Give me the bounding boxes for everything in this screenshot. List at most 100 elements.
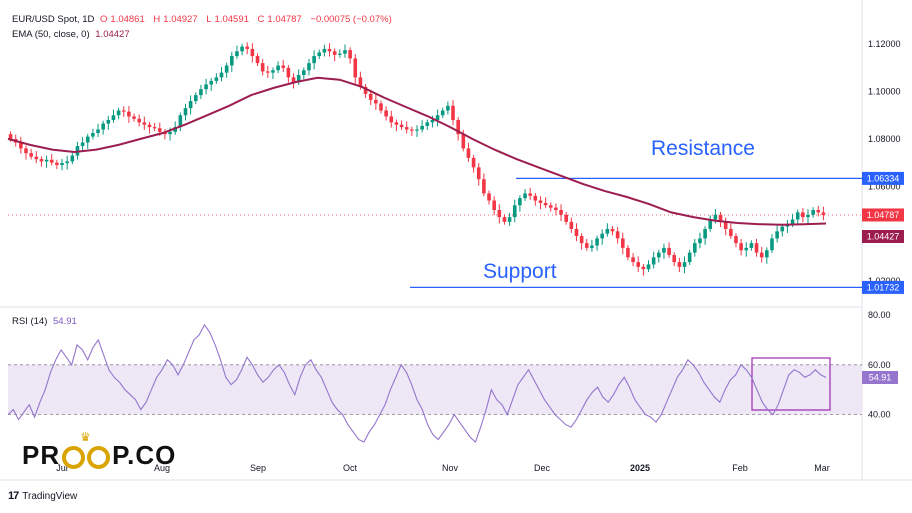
candle-body — [178, 115, 183, 128]
candle-body — [651, 257, 656, 265]
candle-body — [55, 162, 59, 165]
candle-body — [554, 207, 558, 210]
candle-body — [533, 195, 538, 201]
candle-body — [636, 262, 641, 267]
tradingview-logo-icon: 17 — [8, 490, 19, 502]
candle-body — [662, 247, 666, 253]
candle-body — [142, 122, 147, 125]
candle-body — [363, 86, 368, 94]
crown-icon: ♛ — [80, 430, 92, 444]
candle-body — [296, 75, 301, 83]
candle-body — [497, 210, 502, 218]
candle-body — [39, 159, 44, 162]
ema-badge: 1.04427 — [862, 230, 904, 243]
candle-body — [368, 93, 373, 100]
candle-body — [811, 210, 815, 215]
candle-body — [775, 231, 779, 239]
candle-body — [528, 193, 532, 196]
candle-body — [502, 217, 507, 222]
candle-body — [440, 110, 445, 116]
candle-body — [219, 72, 224, 78]
candle-body — [44, 159, 49, 162]
candle-body — [626, 247, 630, 258]
brand-logo: ♛ PR P.CO — [22, 430, 176, 471]
rsi-axis: 80.00 60.00 40.00 — [868, 310, 891, 420]
candle-body — [229, 56, 234, 66]
candle-body — [116, 110, 121, 116]
candle-body — [353, 58, 358, 78]
time-tick-label: Jul — [56, 463, 68, 473]
time-tick-label: Nov — [442, 463, 459, 473]
rsi-tick-label: 80.00 — [868, 310, 891, 320]
tradingview-attribution[interactable]: 17 TradingView — [8, 490, 77, 502]
price-tick-label: 1.08000 — [868, 134, 901, 144]
candles — [8, 42, 826, 276]
close-label: C — [257, 14, 265, 25]
candle-body — [70, 155, 75, 162]
time-tick-label: Feb — [732, 463, 748, 473]
candle-body — [235, 51, 239, 57]
candle-body — [157, 128, 162, 132]
price-tick-label: 1.10000 — [868, 87, 901, 97]
candle-body — [291, 77, 296, 83]
candle-body — [106, 120, 111, 124]
candle-body — [682, 262, 687, 267]
candle-body — [538, 200, 543, 203]
candle-body — [569, 221, 574, 229]
close-value: 1.04787 — [267, 14, 302, 25]
candle-body — [415, 129, 419, 131]
candle-body — [759, 252, 764, 258]
candle-body — [595, 238, 599, 246]
time-axis: Jul Aug Sep Oct Nov Dec 2025 Feb Mar — [56, 463, 830, 473]
candle-body — [476, 167, 481, 180]
time-tick-label: 2025 — [630, 463, 650, 473]
candle-body — [29, 153, 33, 157]
low-value: 1.04591 — [214, 14, 249, 25]
price-tick-label: 1.06000 — [868, 181, 901, 191]
candle-body — [806, 214, 810, 218]
candle-body — [147, 124, 152, 128]
candle-body — [729, 228, 733, 237]
candle-body — [374, 99, 378, 104]
candle-body — [723, 221, 728, 229]
candle-body — [471, 157, 476, 168]
high-label: H — [153, 14, 161, 25]
candle-body — [410, 129, 414, 131]
candle-body — [91, 133, 95, 137]
candle-body — [188, 101, 193, 109]
candle-body — [281, 65, 286, 68]
candle-body — [80, 142, 85, 147]
candle-body — [65, 161, 69, 164]
candle-body — [266, 71, 270, 73]
candle-body — [173, 127, 178, 132]
candle-body — [332, 51, 337, 55]
candle-body — [739, 243, 743, 251]
candle-body — [34, 156, 39, 160]
candle-body — [734, 236, 738, 244]
candle-body — [461, 134, 466, 149]
candle-body — [780, 226, 785, 232]
candle-body — [523, 193, 527, 199]
candle-body — [19, 142, 23, 149]
candle-body — [512, 205, 517, 218]
candle-body — [466, 148, 471, 158]
candle-body — [770, 238, 774, 251]
candle-body — [152, 127, 157, 129]
ema-line — [7, 76, 827, 226]
candle-body — [672, 255, 677, 263]
candle-body — [260, 63, 265, 72]
candle-body — [765, 250, 769, 258]
resistance-annotation: Resistance — [651, 137, 755, 160]
candle-body — [168, 131, 172, 135]
brand-left: PR — [22, 440, 61, 470]
rsi-tick-label: 40.00 — [868, 410, 891, 420]
candle-body — [579, 236, 584, 244]
ema-label: EMA (50, close, 0) — [12, 29, 90, 40]
candle-body — [240, 46, 244, 52]
candle-body — [718, 214, 723, 222]
tradingview-label: TradingView — [22, 490, 78, 502]
candle-body — [286, 67, 291, 78]
candle-body — [399, 124, 404, 128]
candle-body — [389, 116, 394, 123]
